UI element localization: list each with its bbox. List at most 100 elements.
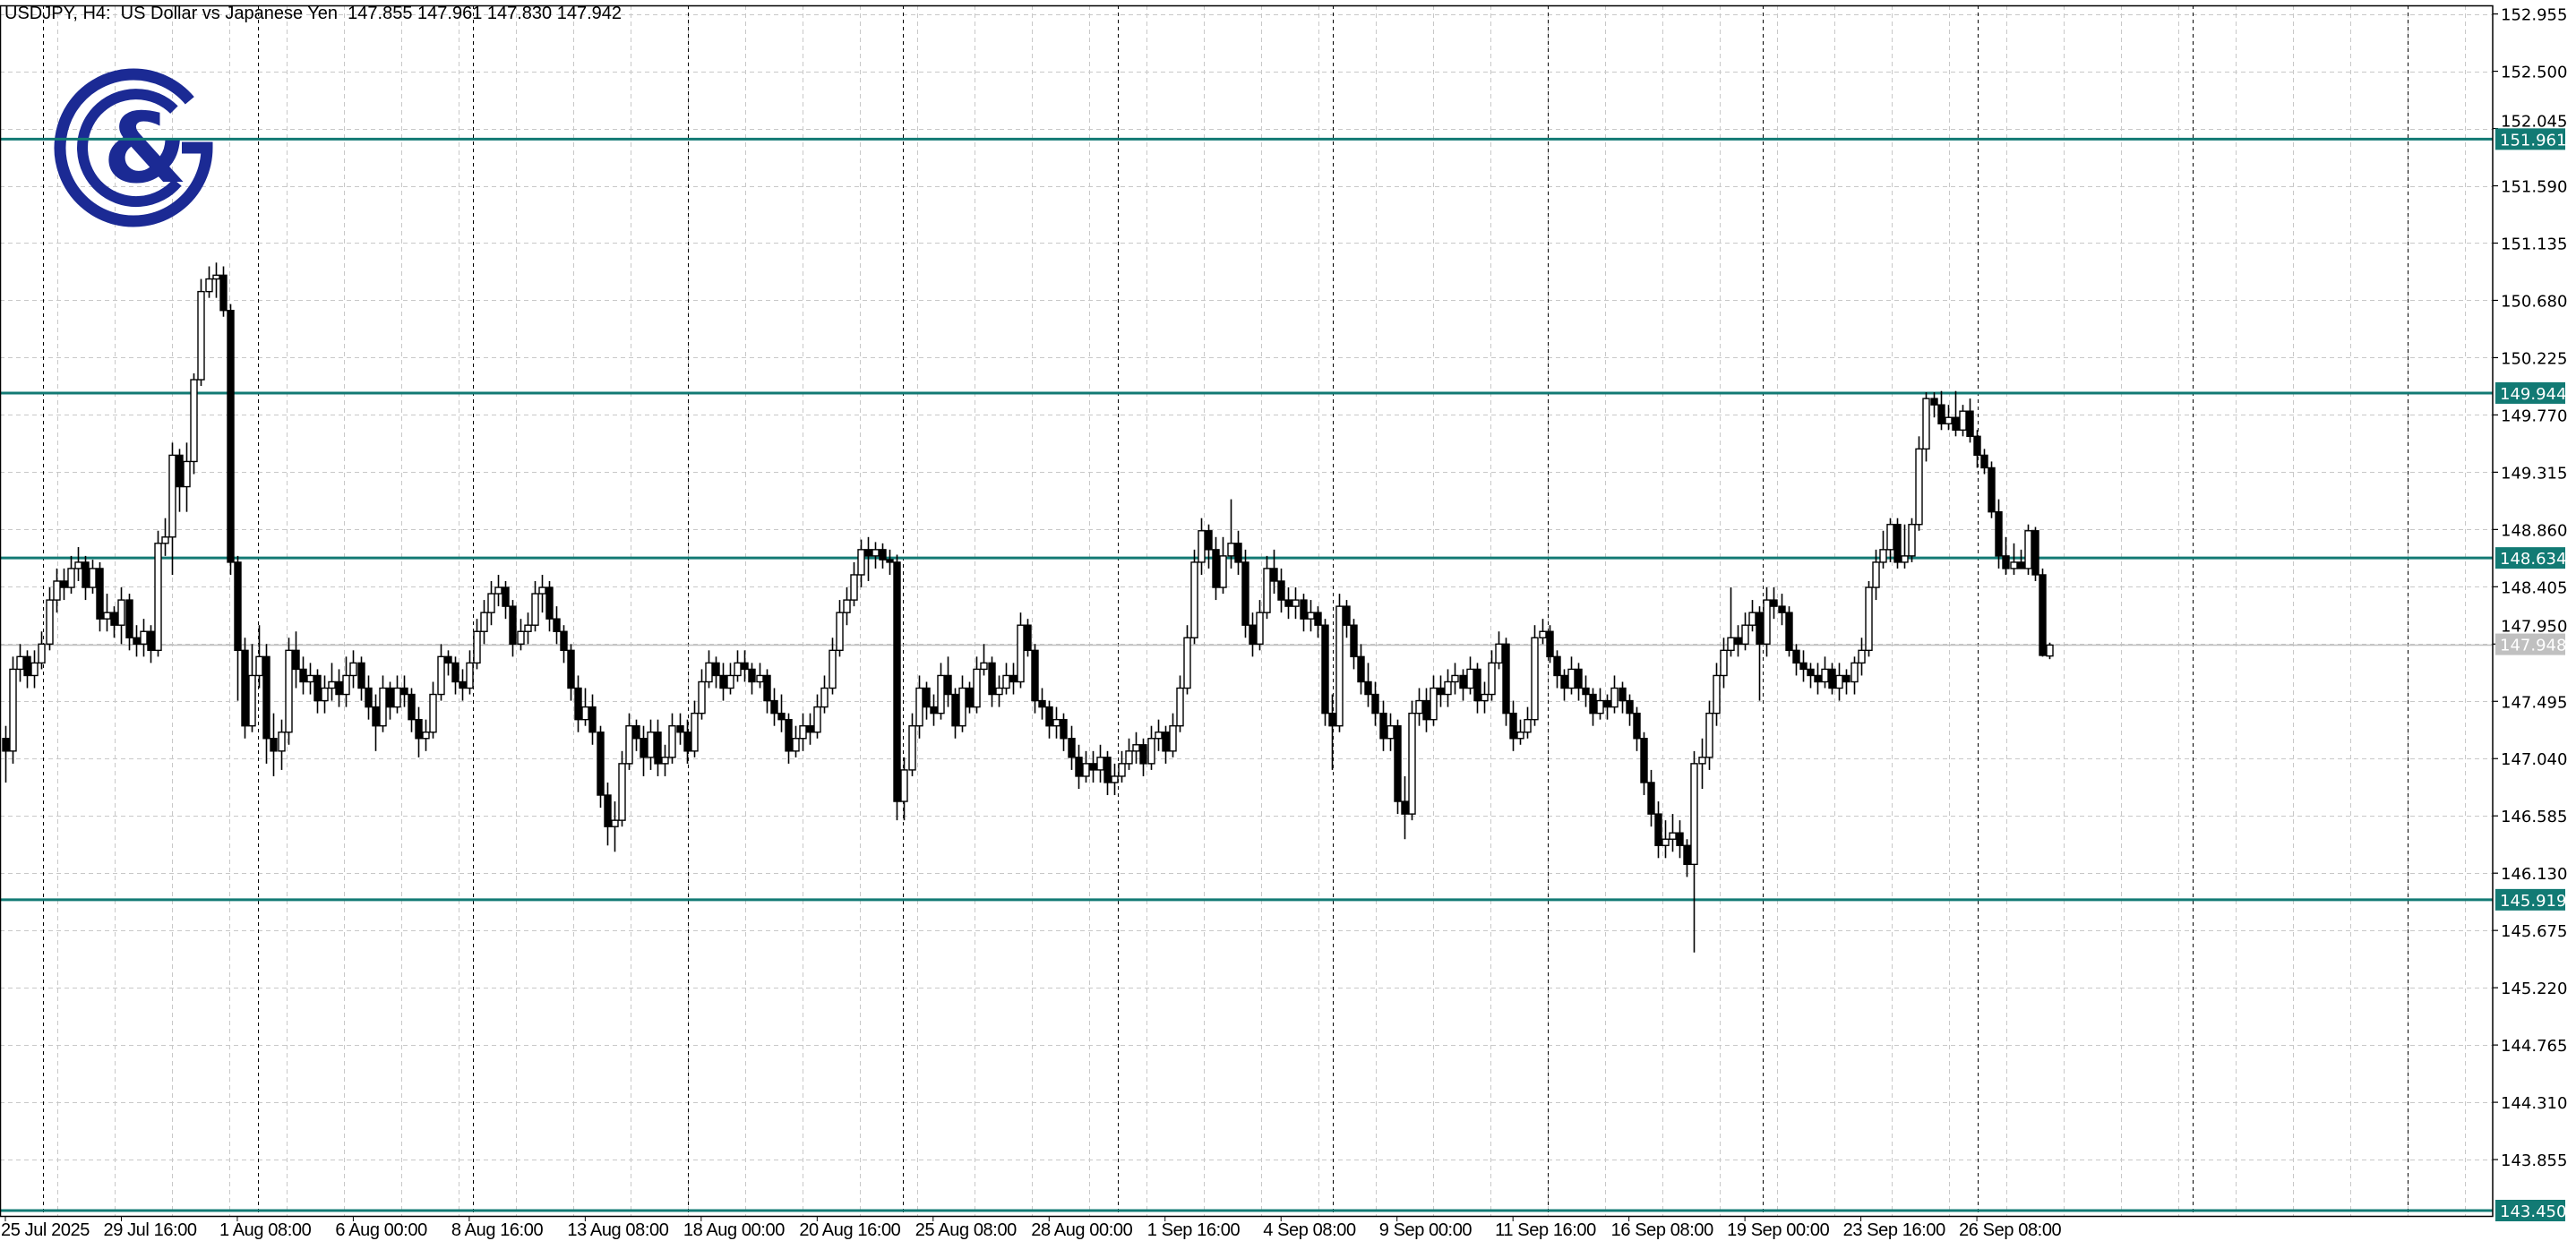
bullish-candle-body — [205, 278, 213, 293]
candle — [1966, 398, 1974, 443]
bullish-candle-body — [937, 674, 945, 715]
bullish-candle-body — [306, 674, 314, 683]
bullish-candle-body — [1408, 712, 1416, 815]
candle — [1748, 600, 1756, 632]
bearish-candle-body — [1582, 687, 1590, 696]
candle — [517, 619, 525, 651]
candle — [357, 656, 365, 701]
candle — [893, 554, 901, 821]
candle — [1190, 549, 1198, 645]
price-axis[interactable]: 152.955 152.500 152.045 151.590 151.135 150.6… — [2493, 6, 2567, 1170]
candle — [38, 631, 46, 670]
candle — [1705, 700, 1713, 770]
candle — [1343, 600, 1351, 638]
bearish-candle-body — [1394, 724, 1402, 802]
bearish-candle-body — [1379, 712, 1387, 740]
price-tick-label: 146.585 — [2501, 808, 2567, 826]
bearish-candle-body — [2039, 574, 2047, 656]
candle — [1988, 461, 1996, 518]
candle — [1502, 638, 1510, 726]
candle — [1814, 663, 1822, 695]
bearish-candle-body — [777, 712, 786, 721]
candle — [1277, 568, 1285, 613]
candle — [2039, 568, 2047, 657]
bullish-candle-body — [1713, 674, 1721, 715]
candle — [726, 663, 734, 695]
bearish-candle-body — [1162, 732, 1170, 752]
bearish-candle-body — [2031, 530, 2039, 576]
candle — [741, 650, 749, 682]
bullish-candle-body — [1596, 699, 1604, 715]
candle — [46, 587, 54, 651]
bearish-candle-body — [1575, 668, 1583, 689]
candle — [1031, 644, 1039, 714]
bullish-candle-body — [900, 769, 908, 802]
bearish-candle-body — [1966, 410, 1974, 438]
level-price-label: 143.450 — [2500, 1202, 2566, 1221]
bullish-candle-body — [618, 763, 626, 821]
candle — [292, 631, 300, 689]
candle — [923, 681, 931, 720]
candle — [604, 782, 612, 846]
bearish-candle-body — [400, 687, 408, 696]
bearish-candle-body — [1952, 416, 1960, 431]
candle — [429, 681, 437, 739]
time-tick-label: 13 Aug 08:00 — [567, 1220, 668, 1240]
bullish-candle-body — [1176, 687, 1184, 727]
bullish-candle-body — [2010, 561, 2018, 569]
chart-title: USDJPY, H4: US Dollar vs Japanese Yen 14… — [4, 4, 623, 23]
candle — [502, 581, 510, 620]
candle — [168, 442, 176, 575]
candle — [1379, 700, 1387, 751]
bearish-candle-body — [313, 674, 322, 702]
bullish-candle-body — [698, 680, 706, 715]
candle — [588, 694, 597, 745]
candle — [1249, 612, 1257, 657]
bearish-candle-body — [676, 724, 684, 733]
candle — [335, 669, 343, 707]
bearish-candle-body — [1640, 738, 1648, 783]
bearish-candle-body — [459, 680, 467, 689]
bearish-candle-body — [1770, 599, 1778, 607]
bearish-candle-body — [60, 580, 68, 588]
bullish-candle-body — [1132, 744, 1140, 752]
candle — [1263, 555, 1271, 620]
time-tick-label: 1 Aug 08:00 — [219, 1220, 312, 1240]
bearish-candle-body — [1437, 687, 1445, 696]
bullish-candle-body — [1227, 543, 1235, 557]
candle — [1807, 663, 1815, 689]
bearish-candle-body — [1357, 655, 1365, 683]
bullish-candle-body — [1850, 662, 1859, 683]
candle — [698, 669, 706, 720]
bullish-candle-body — [581, 706, 589, 721]
candle — [1713, 663, 1721, 726]
bearish-candle-body — [1068, 738, 1076, 758]
time-tick-label: 8 Aug 16:00 — [451, 1220, 544, 1240]
candle — [227, 304, 235, 575]
bullish-candle-body — [487, 593, 495, 613]
time-axis[interactable]: 25 Jul 2025 29 Jul 16:00 1 Aug 08:00 6 Aug … — [1, 1216, 2062, 1240]
candle — [2, 725, 10, 783]
bearish-candle-body — [147, 630, 155, 652]
candle — [197, 278, 205, 387]
chart-frame — [0, 4, 2494, 1218]
bullish-candle-body — [1539, 630, 1547, 638]
candle — [1647, 769, 1655, 827]
bullish-candle-body — [349, 662, 357, 677]
candle — [661, 744, 669, 776]
candle — [1922, 392, 1930, 462]
candle — [60, 568, 68, 601]
candle — [1756, 606, 1764, 701]
time-tick-label: 26 Sep 08:00 — [1959, 1220, 2061, 1240]
bullish-candle-body — [517, 630, 525, 646]
level-labels: 151.961 149.944 148.634 145.919 143.450 147.9… — [2495, 128, 2566, 1222]
bearish-candle-body — [1459, 674, 1467, 689]
bearish-candle-body — [2, 738, 10, 752]
candle — [125, 594, 133, 651]
candle — [1300, 594, 1308, 632]
level-price-label: 149.944 — [2500, 385, 2566, 404]
candle — [1785, 606, 1793, 657]
candle — [2002, 536, 2010, 575]
bullish-candle-body — [1292, 599, 1300, 607]
